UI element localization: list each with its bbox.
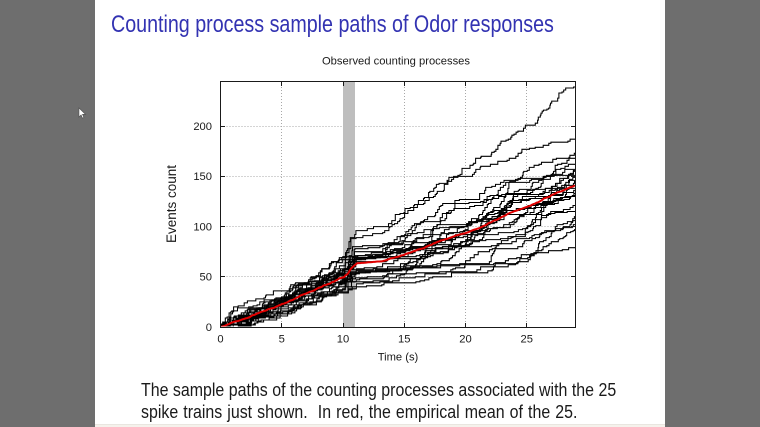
svg-text:25: 25 [521, 334, 533, 346]
svg-text:100: 100 [193, 221, 212, 233]
svg-text:150: 150 [193, 171, 212, 183]
svg-text:Events count: Events count [164, 165, 179, 243]
svg-text:20: 20 [459, 334, 471, 346]
svg-text:15: 15 [398, 334, 410, 346]
svg-text:0: 0 [206, 322, 212, 334]
svg-text:Observed counting processes: Observed counting processes [322, 56, 470, 68]
svg-text:50: 50 [200, 272, 212, 284]
svg-text:0: 0 [217, 334, 223, 346]
svg-text:200: 200 [193, 121, 212, 133]
svg-text:5: 5 [279, 334, 285, 346]
svg-text:10: 10 [337, 334, 349, 346]
svg-text:Time (s): Time (s) [378, 352, 419, 364]
